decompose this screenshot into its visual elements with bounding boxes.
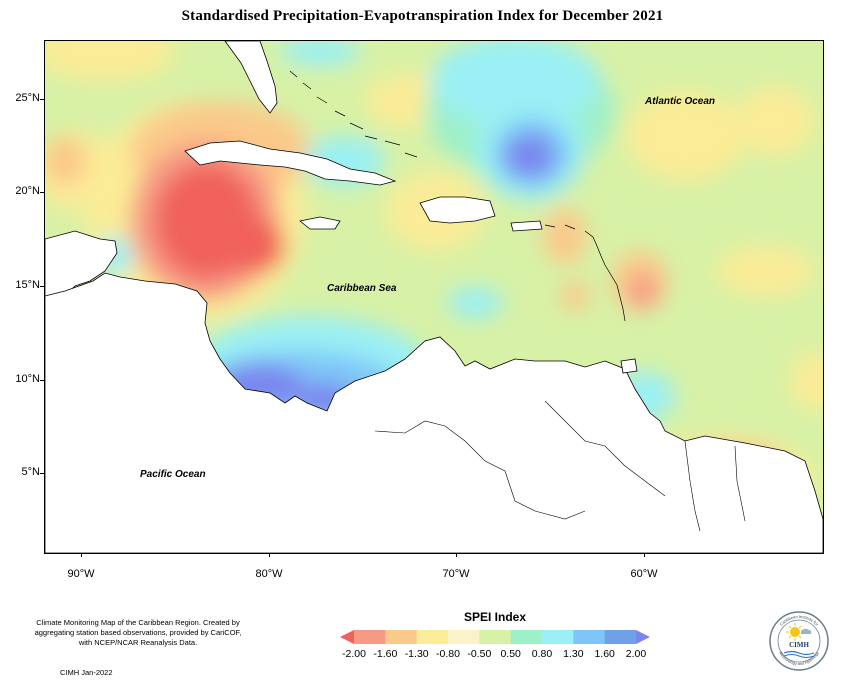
spei-map: Atlantic Ocean Caribbean Sea Pacific Oce… [44,40,824,554]
island-outlines [289,70,626,322]
lon-tick [81,553,82,557]
legend-tick-label: -1.30 [404,648,429,660]
lat-tick [40,192,44,193]
lon-label-60w: 60°W [630,568,658,580]
lon-tick [456,553,457,557]
country-borders [374,400,746,532]
lat-tick [40,99,44,100]
legend-color-cell [385,630,418,644]
legend-color-cell [510,630,543,644]
credits-date: CIMH Jan-2022 [60,668,113,677]
legend-color-cell [573,630,606,644]
credits-text: Climate Monitoring Map of the Caribbean … [34,618,242,647]
lat-label-20n: 20°N [15,185,40,197]
legend-tick-label: -0.80 [436,648,460,660]
legend-color-cell [479,630,512,644]
lon-label-70w: 70°W [442,568,470,580]
lon-label-80w: 80°W [255,568,283,580]
legend-tick-label: -1.60 [373,648,398,660]
legend-colorbar [340,630,650,644]
legend-color-cell [604,630,637,644]
legend-tick-label: 0.80 [531,648,553,660]
map-title: Standardised Precipitation-Evapotranspir… [181,8,664,24]
cloud-icon [801,628,812,634]
spei-contours [45,41,823,531]
land-masses [45,41,823,553]
lat-label-15n: 15°N [15,279,40,291]
legend-tick-label: 1.60 [594,648,615,660]
legend-color-cell [542,630,574,644]
lat-tick [40,473,44,474]
lat-label-25n: 25°N [15,92,40,104]
cimh-logo: CIMH Caribbean Institute for Meteorology… [769,611,829,671]
legend-color-cell [416,630,449,644]
legend-color-cell [354,630,386,644]
legend-arrow-low [340,630,354,644]
lat-label-10n: 10°N [15,373,40,385]
wave-icon [783,650,815,656]
legend-tick-label: 2.00 [625,648,647,660]
sun-icon [786,623,804,641]
pacific-ocean-label: Pacific Ocean [140,469,206,480]
lat-tick [40,286,44,287]
atlantic-ocean-label: Atlantic Ocean [644,96,715,107]
legend-title: SPEI Index [463,610,527,624]
legend-color-cell [448,630,480,644]
spei-map-canvas: Atlantic Ocean Caribbean Sea Pacific Oce… [45,41,823,553]
lon-tick [269,553,270,557]
legend-tick-label: -0.50 [467,648,492,660]
lon-tick [644,553,645,557]
legend-tick-label: 1.30 [563,648,584,660]
lat-tick [40,380,44,381]
caribbean-sea-label: Caribbean Sea [327,283,397,294]
lat-label-5n: 5°N [21,466,40,478]
legend-tick-label: -2.00 [342,648,366,660]
legend-tick-label: 0.50 [500,648,521,660]
lon-label-90w: 90°W [67,568,95,580]
legend-arrow-high [636,630,650,644]
logo-abbr: CIMH [789,641,809,649]
